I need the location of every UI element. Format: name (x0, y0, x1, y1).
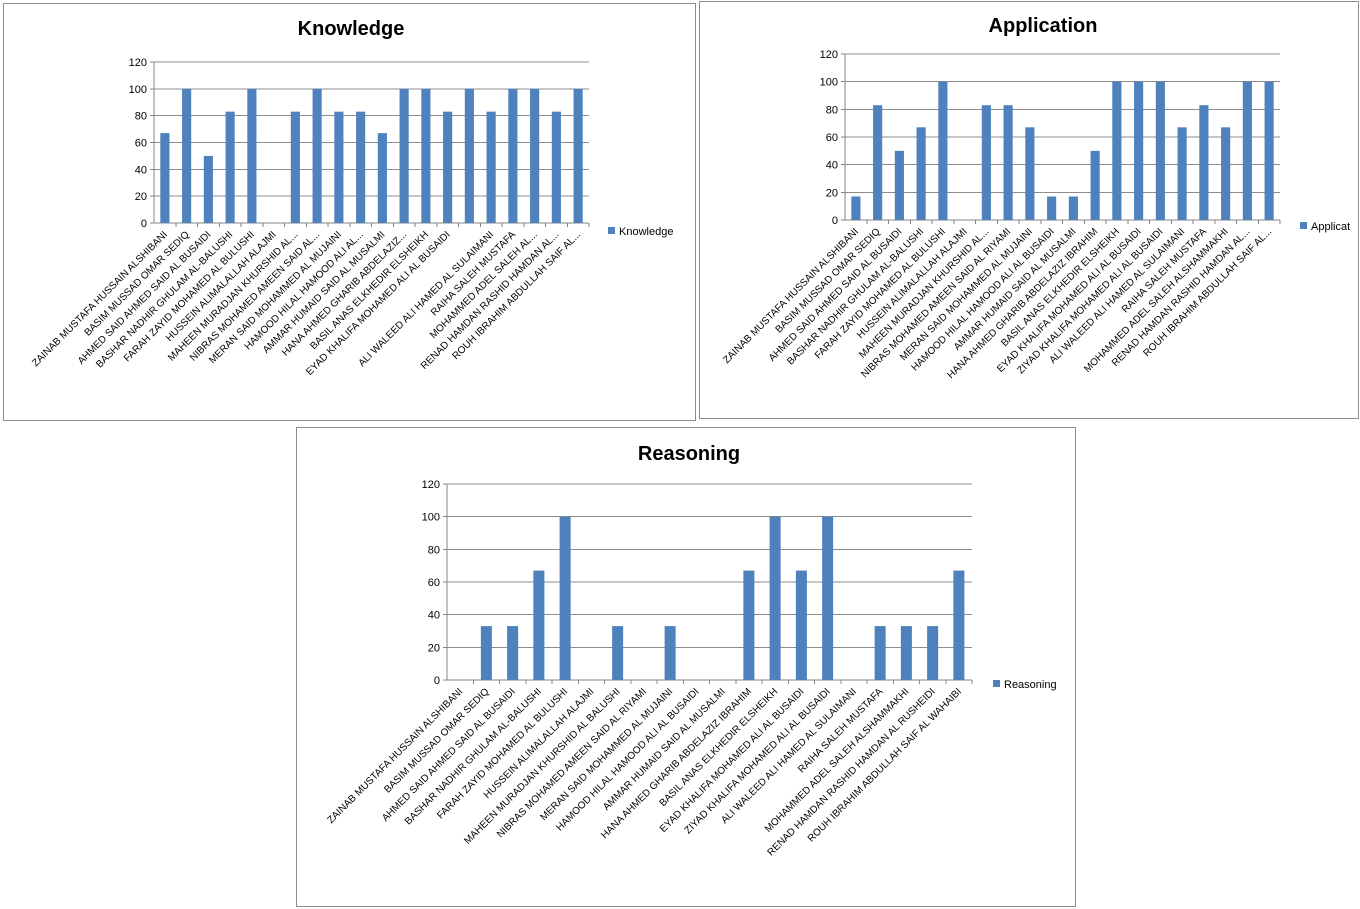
application-bar-13 (1112, 82, 1121, 220)
application-bar-5 (938, 82, 947, 220)
application-bar-15 (1156, 82, 1165, 220)
application-bar-12 (1091, 151, 1100, 220)
application-chart-title: Application (989, 15, 1098, 37)
application-y-tick-label: 60 (826, 132, 838, 144)
application-bar-20 (1265, 82, 1274, 220)
application-bar-17 (1199, 105, 1208, 220)
application-bar-1 (851, 196, 860, 220)
reasoning-bar-3 (507, 626, 518, 680)
application-bar-7 (982, 105, 991, 220)
knowledge-bar-7 (291, 112, 300, 223)
application-y-tick-label: 20 (826, 187, 838, 199)
application-bar-19 (1243, 82, 1252, 220)
reasoning-bar-14 (796, 571, 807, 680)
reasoning-y-tick-label: 40 (428, 610, 440, 622)
reasoning-legend-label: Reasoning (1004, 679, 1057, 691)
knowledge-y-tick-label: 0 (141, 218, 147, 230)
reasoning-bar-12 (743, 571, 754, 680)
reasoning-bar-19 (927, 626, 938, 680)
application-bar-16 (1178, 127, 1187, 220)
reasoning-bar-15 (822, 517, 833, 680)
application-legend-swatch (1300, 222, 1307, 229)
knowledge-bar-14 (443, 112, 452, 223)
application-chart-panel: Application 0 20 40 60 80 100 120 ZAINAB MUSTAFA… (699, 1, 1359, 419)
knowledge-bar-5 (247, 89, 256, 223)
reasoning-bar-7 (612, 626, 623, 680)
knowledge-bar-8 (313, 89, 322, 223)
reasoning-chart-panel: Reasoning 0 20 40 60 80 100 120 ZAINAB MUSTAFA H… (296, 427, 1076, 907)
reasoning-bar-5 (560, 517, 571, 680)
knowledge-y-tick-label: 120 (129, 57, 147, 69)
knowledge-bar-18 (530, 89, 539, 223)
reasoning-y-tick-label: 0 (434, 675, 440, 687)
knowledge-bar-19 (552, 112, 561, 223)
reasoning-y-tick-label: 80 (428, 544, 440, 556)
knowledge-bar-12 (400, 89, 409, 223)
knowledge-bar-11 (378, 133, 387, 223)
application-bar-3 (895, 151, 904, 220)
reasoning-y-tick-label: 120 (422, 479, 440, 491)
application-y-tick-label: 100 (820, 77, 838, 89)
knowledge-bar-3 (204, 156, 213, 223)
knowledge-bar-10 (356, 112, 365, 223)
knowledge-bar-13 (421, 89, 430, 223)
knowledge-bar-15 (465, 89, 474, 223)
knowledge-bar-2 (182, 89, 191, 223)
knowledge-y-tick-label: 40 (135, 164, 147, 176)
reasoning-bar-9 (665, 626, 676, 680)
knowledge-y-tick-label: 60 (135, 138, 147, 150)
reasoning-bar-17 (875, 626, 886, 680)
knowledge-chart-panel: Knowledge 0 20 40 60 80 100 120 ZAINAB MUSTAFA H… (3, 3, 696, 421)
application-bar-9 (1025, 127, 1034, 220)
reasoning-bar-4 (533, 571, 544, 680)
knowledge-y-tick-label: 20 (135, 191, 147, 203)
reasoning-bar-20 (953, 571, 964, 680)
reasoning-y-tick-label: 20 (428, 642, 440, 654)
knowledge-bar-17 (508, 89, 517, 223)
application-y-tick-label: 120 (820, 49, 838, 61)
reasoning-chart-title: Reasoning (638, 443, 740, 465)
reasoning-bar-13 (770, 517, 781, 680)
knowledge-bar-4 (226, 112, 235, 223)
application-bar-10 (1047, 196, 1056, 220)
reasoning-y-tick-label: 100 (422, 512, 440, 524)
reasoning-y-tick-label: 60 (428, 577, 440, 589)
application-legend-label: Applicat (1311, 221, 1350, 233)
reasoning-bar-18 (901, 626, 912, 680)
knowledge-bar-1 (160, 133, 169, 223)
application-bar-18 (1221, 127, 1230, 220)
knowledge-bar-16 (487, 112, 496, 223)
reasoning-bar-2 (481, 626, 492, 680)
knowledge-legend-label: Knowledge (619, 226, 673, 238)
reasoning-legend-swatch (993, 680, 1000, 687)
application-bar-14 (1134, 82, 1143, 220)
knowledge-y-tick-label: 80 (135, 111, 147, 123)
application-bar-4 (917, 127, 926, 220)
knowledge-bar-9 (334, 112, 343, 223)
knowledge-bar-20 (574, 89, 583, 223)
knowledge-y-tick-label: 100 (129, 84, 147, 96)
application-y-tick-label: 0 (832, 215, 838, 227)
application-bar-8 (1004, 105, 1013, 220)
application-bar-2 (873, 105, 882, 220)
application-bar-11 (1069, 196, 1078, 220)
application-y-tick-label: 40 (826, 160, 838, 172)
knowledge-chart-title: Knowledge (298, 18, 405, 40)
application-y-tick-label: 80 (826, 104, 838, 116)
knowledge-legend-swatch (608, 227, 615, 234)
